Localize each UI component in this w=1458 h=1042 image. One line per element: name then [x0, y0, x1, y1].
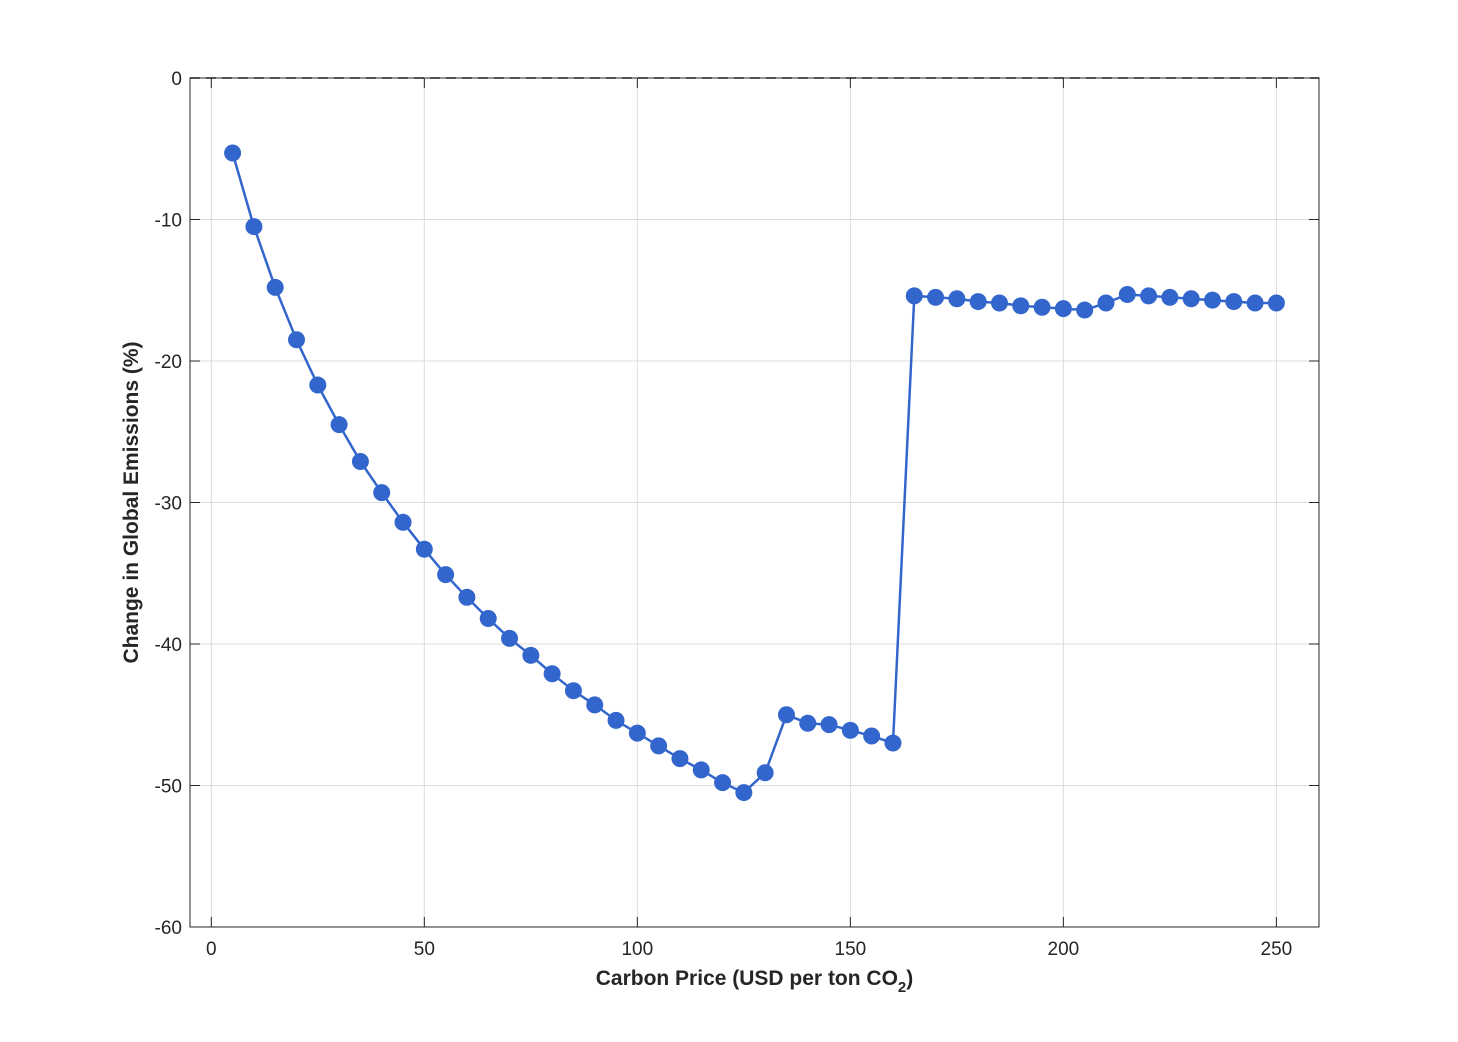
- data-point: [309, 376, 327, 394]
- y-axis-title: Change in Global Emissions (%): [120, 341, 143, 663]
- x-tick-label: 50: [414, 939, 435, 960]
- data-point: [564, 682, 582, 700]
- data-point: [437, 566, 455, 584]
- y-tick-label: -50: [155, 777, 182, 798]
- data-point: [714, 774, 732, 792]
- data-point: [841, 721, 859, 739]
- y-tick-label: -20: [155, 352, 182, 373]
- x-axis-title-suffix: ): [906, 967, 913, 990]
- x-tick-label: 250: [1261, 939, 1293, 960]
- data-point: [288, 331, 306, 349]
- data-point: [351, 452, 369, 470]
- data-point: [1033, 298, 1051, 316]
- data-point: [543, 665, 561, 683]
- data-point: [650, 737, 668, 755]
- data-point: [394, 513, 412, 531]
- data-point: [1246, 294, 1264, 312]
- data-point: [735, 784, 753, 802]
- data-point: [415, 540, 433, 558]
- data-point: [522, 646, 540, 664]
- x-tick-label: 100: [621, 939, 653, 960]
- y-tick-label: -40: [155, 635, 182, 656]
- data-point: [224, 144, 242, 162]
- data-point: [948, 290, 966, 308]
- data-point: [799, 714, 817, 732]
- data-series: [224, 144, 1285, 802]
- data-point: [969, 293, 987, 311]
- x-axis-title: Carbon Price (USD per ton CO2): [596, 967, 914, 996]
- data-point: [1012, 297, 1030, 315]
- data-point: [586, 696, 604, 714]
- data-point: [863, 727, 881, 745]
- data-point: [820, 716, 838, 734]
- data-point: [266, 278, 284, 296]
- data-point: [1140, 287, 1158, 305]
- data-point: [1076, 301, 1094, 319]
- x-tick-label: 200: [1048, 939, 1080, 960]
- data-point: [777, 706, 795, 724]
- y-tick-label: -60: [155, 918, 182, 939]
- y-tick-label: -30: [155, 494, 182, 515]
- data-point: [1118, 285, 1136, 303]
- data-point: [330, 416, 348, 434]
- data-point: [628, 724, 646, 742]
- data-point: [884, 734, 902, 752]
- data-point: [245, 218, 263, 236]
- data-point: [501, 629, 519, 647]
- tick-labels: 0 50 100 150 200 250 0 -10 -20 -30 -40 -50 -60: [155, 69, 1293, 960]
- data-point: [671, 750, 689, 768]
- y-tick-label: 0: [171, 69, 182, 90]
- data-point: [479, 610, 497, 628]
- data-point: [1225, 293, 1243, 311]
- x-tick-label: 0: [206, 939, 217, 960]
- data-point: [756, 764, 774, 782]
- data-point: [1203, 291, 1221, 309]
- data-point: [1054, 300, 1072, 318]
- x-tick-label: 150: [835, 939, 867, 960]
- data-point: [373, 484, 391, 502]
- data-point: [927, 288, 945, 306]
- data-point: [1182, 290, 1200, 308]
- data-point: [990, 294, 1008, 312]
- data-point: [1097, 294, 1115, 312]
- x-axis-title-main: Carbon Price (USD per ton CO: [596, 967, 898, 990]
- data-point: [905, 287, 923, 305]
- y-tick-label: -10: [155, 211, 182, 232]
- x-axis-title-subscript: 2: [898, 979, 906, 996]
- data-point: [458, 588, 476, 606]
- axis-ticks: [190, 77, 1319, 928]
- data-point: [607, 711, 625, 729]
- data-point: [1161, 288, 1179, 306]
- data-point: [692, 761, 710, 779]
- data-point: [1267, 294, 1285, 312]
